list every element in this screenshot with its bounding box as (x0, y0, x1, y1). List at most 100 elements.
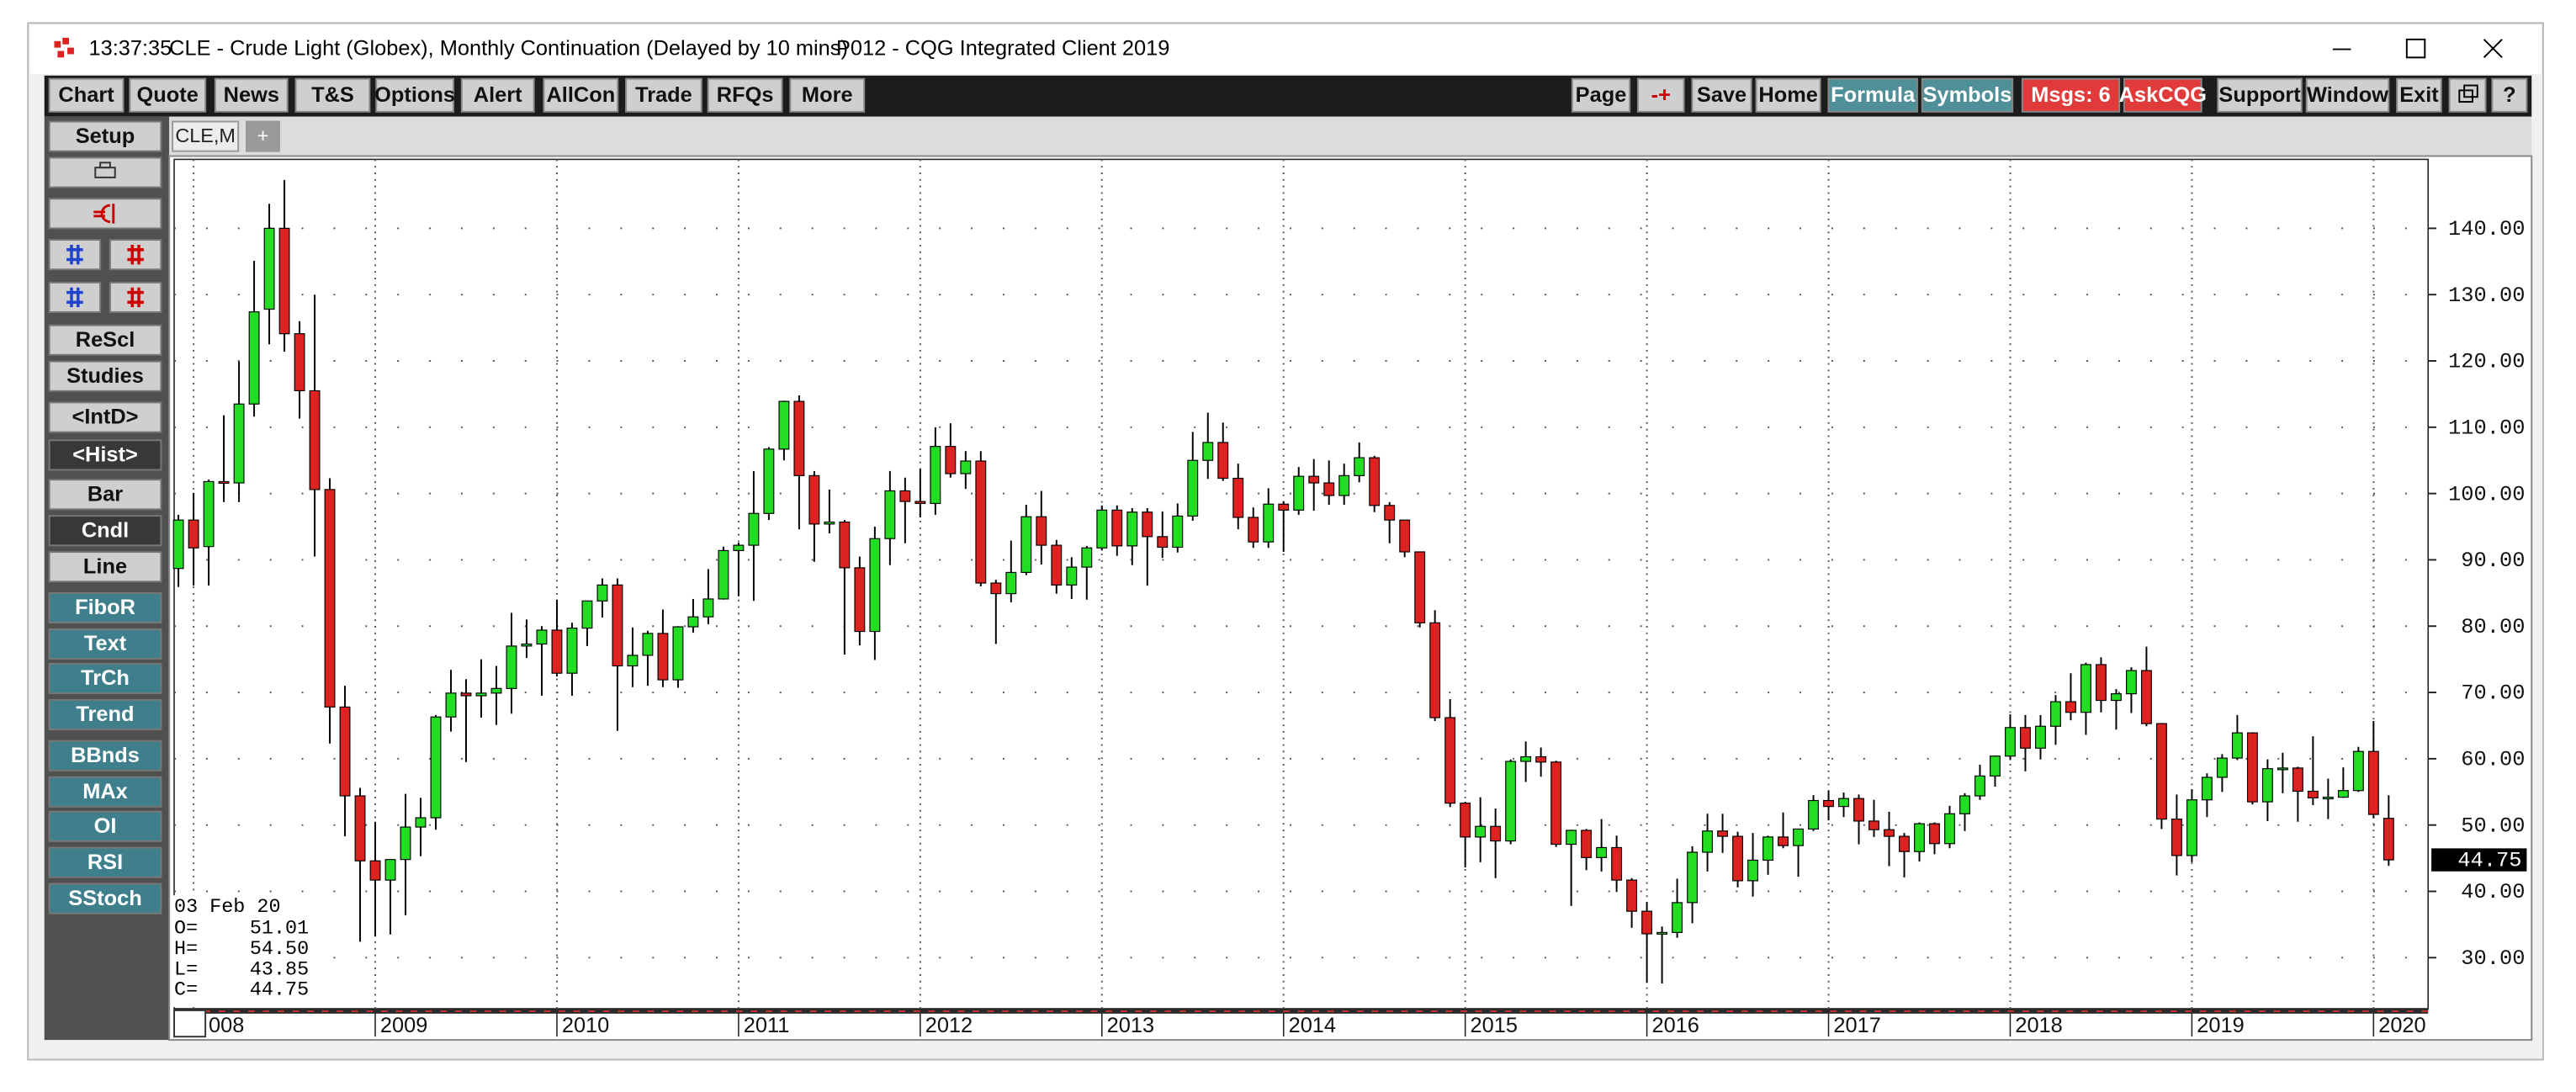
close-button[interactable] (2483, 39, 2503, 59)
x-tick-label: 008 (209, 1014, 244, 1037)
toolbar-button[interactable]: Exit (2396, 77, 2442, 113)
toolbar-button[interactable]: Page (1571, 77, 1631, 113)
candle-body (294, 333, 305, 392)
button-face (1827, 77, 1918, 113)
maximize-button[interactable] (2405, 38, 2426, 59)
toolbar-button[interactable]: Symbols (1921, 77, 2014, 113)
button-face (48, 515, 162, 547)
candle-body (2292, 767, 2303, 792)
icon-button[interactable] (48, 239, 102, 271)
icon-button[interactable] (109, 281, 162, 314)
x-tick-label: 2019 (2197, 1014, 2244, 1037)
sidebar-button[interactable]: ReScl (48, 324, 162, 356)
window-title: CLE - Crude Light (Globex), Monthly Cont… (169, 36, 848, 60)
candle-body (1687, 851, 1699, 904)
candle-body (1490, 825, 1502, 842)
restore-button[interactable] (2448, 77, 2487, 113)
button-label: <IntD> (72, 406, 139, 429)
toolbar-button[interactable]: ? (2491, 77, 2528, 113)
candle-body (2231, 732, 2243, 759)
candle-body (1081, 547, 1093, 568)
sidebar-button[interactable]: Studies (48, 360, 162, 392)
sidebar-button[interactable]: <IntD> (48, 401, 162, 433)
candle-body (975, 460, 987, 584)
button-label: Setup (76, 125, 135, 148)
sidebar-button[interactable]: MAx (48, 776, 162, 808)
button-face (1691, 77, 1752, 113)
sidebar-button[interactable]: OI (48, 810, 162, 842)
chart-tab[interactable]: + (245, 120, 280, 152)
toolbar-button[interactable]: Formula (1827, 77, 1918, 113)
toolbar-button[interactable]: Trade (625, 77, 702, 113)
sidebar-button[interactable]: Text (48, 628, 162, 660)
sidebar-button[interactable]: Line (48, 551, 162, 583)
candle-body (1278, 503, 1290, 511)
button-face (2217, 77, 2303, 113)
sidebar-button[interactable]: TrCh (48, 662, 162, 695)
candle-body (1793, 828, 1804, 846)
button-label: Support (2218, 83, 2301, 107)
y-tick-label: 60.00 (2461, 748, 2525, 772)
chart-tab[interactable]: CLE,M (172, 120, 240, 152)
candle-body (415, 817, 427, 828)
toolbar-button[interactable]: -+ (1636, 77, 1685, 113)
toolbar-button[interactable]: Support (2217, 77, 2303, 113)
toolbar-button[interactable]: Options (374, 77, 455, 113)
toolbar-button[interactable]: Alert (460, 77, 535, 113)
toolbar-button[interactable]: AllCon (543, 77, 619, 113)
icon-button[interactable] (48, 198, 162, 230)
toolbar-button[interactable]: Msgs: 6 (2021, 77, 2121, 113)
toolbar-button[interactable]: Home (1755, 77, 1821, 113)
sidebar-button[interactable]: RSI (48, 846, 162, 878)
candle-body (778, 400, 790, 450)
candle-body (1808, 799, 1819, 830)
button-label: -+ (1651, 83, 1671, 107)
sidebar-button[interactable]: Cndl (48, 515, 162, 547)
toolbar-button[interactable]: RFQs (707, 77, 783, 113)
info-value: 51.01 (250, 917, 309, 940)
x-tick-label: 2015 (1471, 1014, 1518, 1037)
button-label: Home (1758, 83, 1818, 107)
sidebar-button[interactable]: Setup (48, 120, 162, 152)
toolbar-button[interactable]: Quote (129, 77, 207, 113)
last-price-label: 44.75 (2457, 849, 2521, 873)
button-face (109, 281, 162, 314)
candle-body (1868, 820, 1879, 830)
candle-body (218, 480, 230, 484)
candle-body (1914, 823, 1925, 852)
candle-body (2383, 818, 2394, 861)
candle-body (2216, 757, 2228, 778)
toolbar-button[interactable]: More (789, 77, 866, 113)
toolbar-button[interactable]: AskCQG (2119, 77, 2207, 113)
icon-button[interactable] (48, 281, 102, 314)
candle-body (1202, 442, 1214, 461)
toolbar-button[interactable]: Chart (48, 77, 125, 113)
candle-body (2035, 725, 2046, 749)
button-face (48, 846, 162, 878)
candle-body (930, 446, 941, 505)
button-label: OI (94, 814, 117, 838)
sidebar-button[interactable]: FiboR (48, 591, 162, 624)
sidebar-button[interactable]: SStoch (48, 883, 162, 914)
toolbar-button[interactable]: T&S (294, 77, 371, 113)
tab-label: + (257, 125, 269, 146)
toolbar-button[interactable]: Window (2305, 77, 2390, 113)
button-face (48, 401, 162, 433)
button-label: Studies (66, 364, 144, 388)
sidebar-button[interactable]: Trend (48, 698, 162, 731)
sidebar-button[interactable]: <Hist> (48, 439, 162, 471)
sidebar-button[interactable]: BBnds (48, 739, 162, 771)
toolbar-button[interactable]: News (214, 77, 289, 113)
candle-body (506, 645, 517, 689)
candle-body (384, 859, 396, 881)
candle-body (2337, 790, 2349, 798)
candle-body (2155, 723, 2167, 820)
candle-body (945, 446, 957, 474)
arrows-icon (66, 244, 83, 265)
button-label: Line (83, 554, 127, 578)
candle-body (884, 490, 896, 539)
icon-button[interactable] (109, 239, 162, 271)
icon-button[interactable] (48, 156, 162, 188)
sidebar-button[interactable]: Bar (48, 479, 162, 511)
toolbar-button[interactable]: Save (1691, 77, 1752, 113)
